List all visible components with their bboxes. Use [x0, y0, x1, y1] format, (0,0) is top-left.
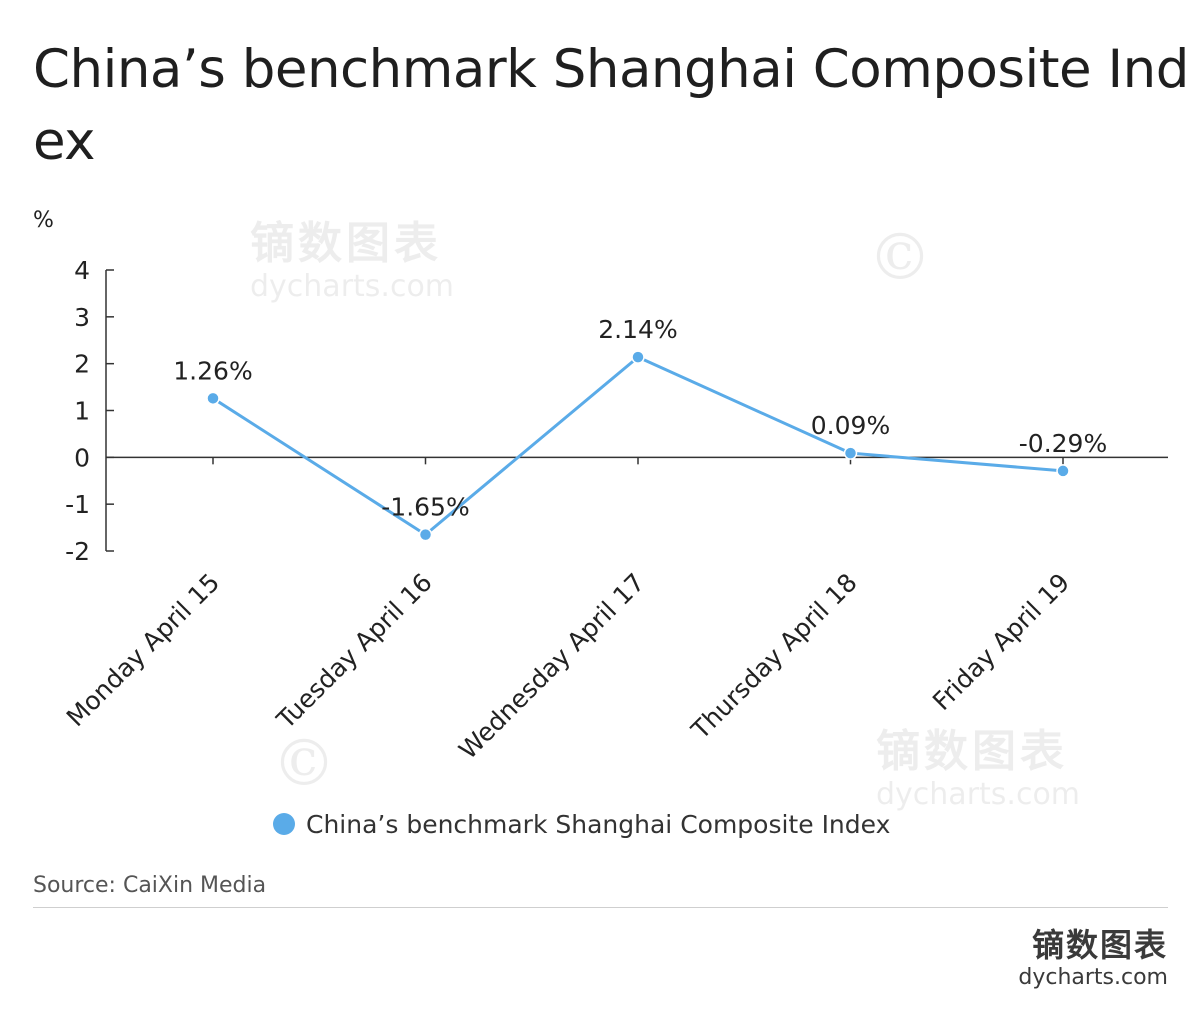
y-tick-label: 0: [74, 443, 90, 472]
data-label: -1.65%: [381, 493, 469, 522]
y-tick-label: 3: [74, 303, 90, 332]
x-tick-label: Monday April 15: [61, 568, 225, 732]
brand-name-en: dycharts.com: [1018, 965, 1168, 990]
data-point: [843, 446, 858, 460]
x-tick-label: Wednesday April 17: [453, 568, 650, 765]
chart-title: China’s benchmark Shanghai Composite Ind…: [33, 39, 1189, 172]
data-label: 0.09%: [811, 411, 890, 440]
data-label: 2.14%: [598, 315, 677, 344]
data-point: [1056, 464, 1070, 478]
x-tick-label: Friday April 19: [927, 568, 1075, 716]
series-line: [211, 355, 1065, 537]
data-point: [206, 391, 220, 406]
y-tick-label: 2: [74, 350, 90, 379]
y-axis-unit: %: [33, 208, 54, 233]
x-tick-label: Tuesday April 16: [270, 568, 437, 735]
y-tick-label: -2: [65, 537, 90, 566]
data-label: 1.26%: [173, 356, 252, 385]
x-tick-label: Thursday April 18: [685, 568, 863, 746]
y-tick-label: -1: [65, 490, 90, 519]
y-tick-label: 4: [74, 256, 90, 285]
footer-divider: [33, 907, 1168, 908]
source-note: Source: CaiXin Media: [33, 873, 267, 898]
data-label: -0.29%: [1019, 429, 1107, 458]
brand-logo: 镝数图表 dycharts.com: [1018, 926, 1168, 992]
legend-marker: [273, 813, 295, 835]
data-point: [418, 527, 433, 542]
legend-label: China’s benchmark Shanghai Composite Ind…: [306, 810, 890, 839]
data-point: [631, 350, 645, 364]
brand-name-cn: 镝数图表: [1031, 926, 1168, 964]
y-tick-label: 1: [74, 397, 90, 426]
